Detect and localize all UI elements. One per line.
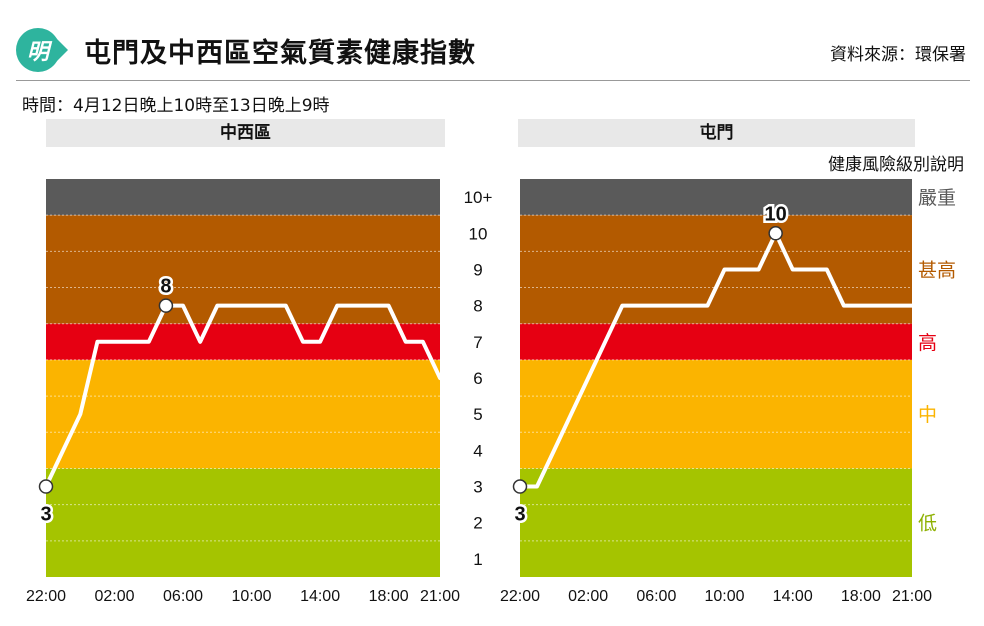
data-label: 8 — [160, 276, 171, 298]
y-tick-label: 6 — [473, 369, 482, 388]
x-tick-label: 14:00 — [300, 588, 340, 605]
logo-text: 明 — [26, 39, 49, 65]
newspaper-logo: 明 — [16, 28, 60, 72]
y-tick-label: 8 — [473, 297, 482, 316]
x-tick-label: 21:00 — [892, 588, 932, 605]
x-tick-label: 18:00 — [841, 588, 881, 605]
y-tick-label: 10 — [469, 224, 488, 243]
x-tick-label: 06:00 — [636, 588, 676, 605]
risk-band-0-4 — [46, 468, 440, 577]
logo-tail-shape — [56, 38, 68, 62]
x-tick-label: 22:00 — [500, 588, 540, 605]
header-divider — [16, 80, 970, 81]
aqhi-series-line-0 — [44, 303, 442, 489]
data-source: 資料來源：環保署 — [830, 45, 966, 65]
risk-band-1-4 — [520, 468, 912, 577]
y-tick-label: 7 — [473, 333, 482, 352]
x-tick-label: 22:00 — [26, 588, 66, 605]
data-point-marker — [158, 298, 174, 313]
x-tick-label: 18:00 — [369, 588, 409, 605]
aqhi-series-line-1 — [518, 231, 914, 489]
y-tick-label: 5 — [473, 405, 482, 424]
legend-band-label: 甚高 — [918, 259, 956, 281]
data-point-marker — [768, 226, 783, 241]
legend-band-label: 嚴重 — [918, 187, 956, 209]
y-tick-label: 4 — [473, 441, 482, 460]
x-tick-label: 21:00 — [420, 588, 460, 605]
legend-band-label: 低 — [918, 513, 937, 535]
risk-band-0-3 — [46, 359, 440, 469]
y-tick-label: 1 — [473, 550, 482, 569]
panel-title-central-western: 中西區 — [46, 119, 445, 147]
x-tick-label: 06:00 — [163, 588, 203, 605]
x-tick-label: 02:00 — [94, 588, 134, 605]
page-title: 屯門及中西區空氣質素健康指數 — [84, 38, 476, 69]
data-label: 10 — [765, 203, 787, 225]
data-label: 3 — [514, 504, 525, 526]
y-tick-label: 3 — [473, 478, 482, 497]
x-tick-label: 14:00 — [773, 588, 813, 605]
legend-title: 健康風險級別說明 — [828, 155, 964, 175]
data-point-marker — [512, 479, 528, 494]
legend-band-label: 中 — [918, 404, 937, 426]
time-range: 時間：4月12日晚上10時至13日晚上9時 — [22, 96, 330, 116]
x-tick-label: 10:00 — [232, 588, 272, 605]
data-label: 3 — [40, 504, 51, 526]
y-tick-label: 9 — [473, 260, 482, 279]
data-point-marker — [38, 479, 54, 494]
risk-band-1-3 — [520, 359, 912, 469]
panel-title-tuen-mun: 屯門 — [518, 119, 915, 147]
risk-band-0-0 — [46, 179, 440, 216]
y-tick-label: 10+ — [464, 188, 493, 207]
y-tick-label: 2 — [473, 514, 482, 533]
risk-band-1-0 — [520, 179, 912, 216]
legend-band-label: 高 — [918, 332, 937, 354]
risk-band-1-2 — [520, 323, 912, 360]
x-tick-label: 02:00 — [568, 588, 608, 605]
x-tick-label: 10:00 — [704, 588, 744, 605]
